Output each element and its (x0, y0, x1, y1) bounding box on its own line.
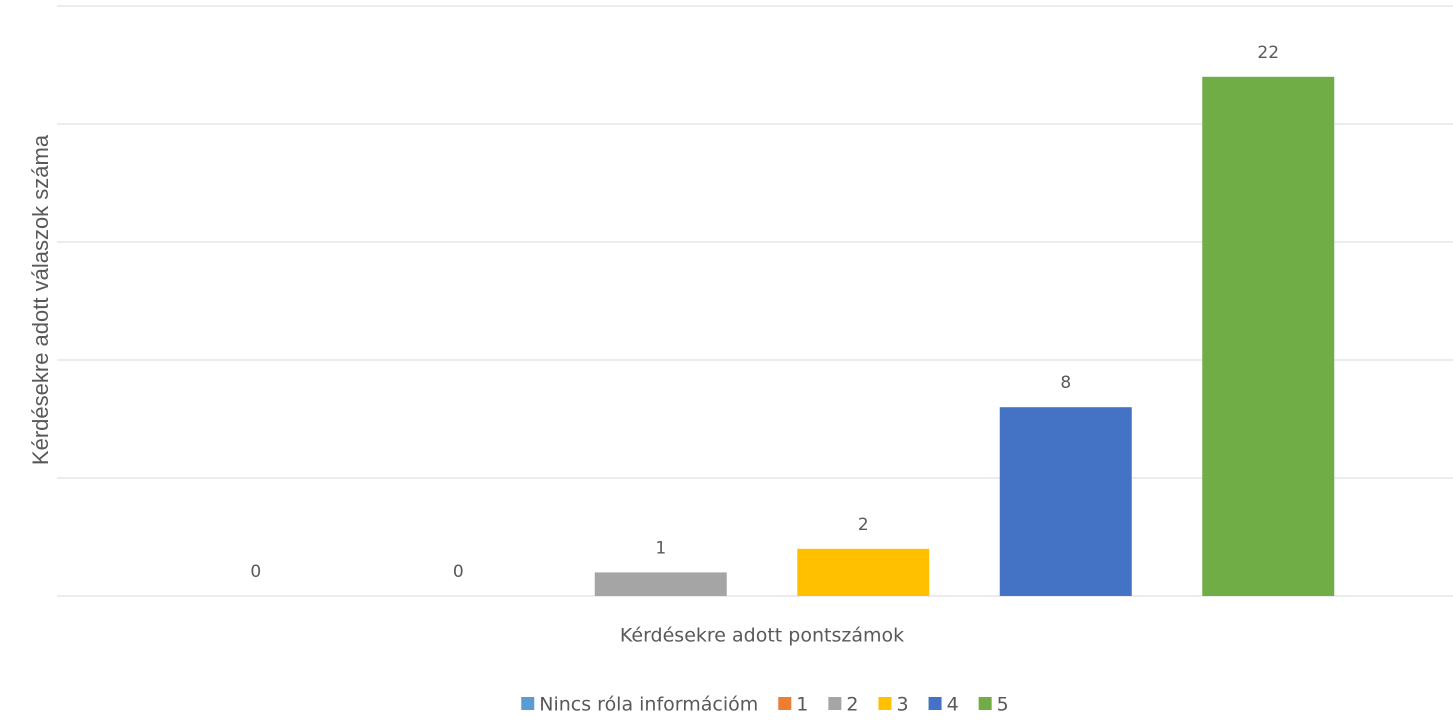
legend-swatch (521, 697, 535, 710)
legend-label: 5 (997, 694, 1009, 716)
bar (594, 572, 727, 596)
legend-label: 2 (846, 694, 858, 716)
legend-label: 3 (896, 694, 908, 716)
legend-label: 1 (796, 694, 808, 716)
legend-swatch (828, 697, 842, 710)
y-axis-label: Kérdésekre adott válaszok száma (28, 134, 53, 465)
legend-label: Nincs róla információm (539, 694, 758, 716)
bar (797, 548, 930, 596)
bar (999, 407, 1132, 596)
legend: Nincs róla információm 1 2 3 4 5 (521, 694, 1009, 716)
data-label: 1 (655, 538, 666, 558)
data-label: 2 (858, 515, 869, 535)
legend-swatch (978, 697, 992, 710)
legend-label: 4 (947, 694, 959, 716)
data-label: 22 (1257, 43, 1279, 63)
data-label: 8 (1060, 373, 1071, 393)
data-label: 0 (453, 562, 464, 582)
legend-swatch (928, 697, 942, 710)
legend-swatch (778, 697, 792, 710)
x-axis-label: Kérdésekre adott pontszámok (620, 625, 904, 647)
legend-swatch (878, 697, 892, 710)
bar (1202, 76, 1335, 597)
data-label: 0 (250, 562, 261, 582)
